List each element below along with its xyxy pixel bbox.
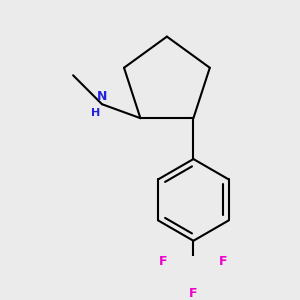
Text: F: F: [189, 287, 198, 300]
Text: F: F: [159, 255, 167, 268]
Text: H: H: [91, 108, 101, 118]
Text: N: N: [97, 90, 107, 103]
Text: F: F: [219, 255, 228, 268]
